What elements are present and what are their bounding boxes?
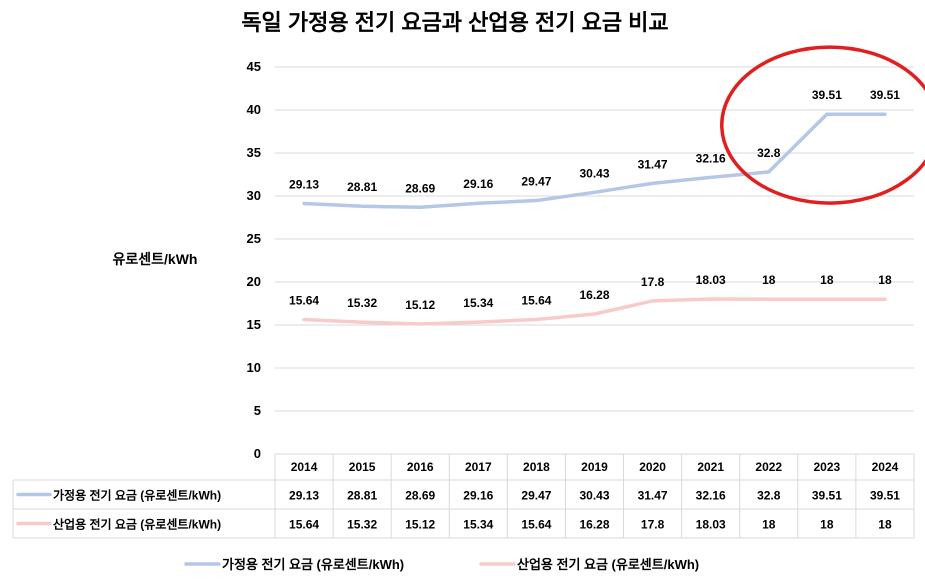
category-label: 2016 — [407, 460, 434, 474]
category-label: 2022 — [755, 460, 782, 474]
table-cell-s2: 18 — [762, 518, 776, 532]
data-label-s2: 15.12 — [405, 298, 435, 312]
chart-title: 독일 가정용 전기 요금과 산업용 전기 요금 비교 — [241, 10, 668, 35]
table-cell-s2: 15.34 — [463, 518, 493, 532]
data-label-s2: 18 — [878, 273, 892, 287]
table-cell-s1: 28.69 — [405, 489, 435, 503]
y-tick-label: 30 — [247, 188, 261, 203]
highlight-circle — [720, 45, 925, 205]
data-labels: 29.13 28.81 28.69 29.16 29.47 30.43 31.47 32.16… — [289, 88, 900, 312]
category-label: 2024 — [872, 460, 899, 474]
category-label: 2020 — [639, 460, 666, 474]
y-axis-label: 유로센트/kWh — [113, 251, 198, 267]
table-cell-s1: 29.47 — [521, 489, 551, 503]
data-label-s1: 30.43 — [579, 166, 609, 180]
data-label-s1: 29.13 — [289, 177, 319, 191]
y-tick-label: 5 — [254, 403, 261, 418]
table-cell-s1: 28.81 — [347, 489, 377, 503]
data-label-s2: 18.03 — [696, 273, 726, 287]
y-tick-label: 20 — [247, 274, 261, 289]
series-lines — [302, 112, 887, 326]
data-label-s2: 16.28 — [579, 288, 609, 302]
data-label-s1: 29.16 — [463, 177, 493, 191]
table-series-name-1: 가정용 전기 요금 (유로센트/kWh) — [53, 488, 221, 503]
data-table: 2014 2015 2016 2017 2018 2019 2020 2021 2022 2023… — [12, 454, 915, 539]
category-label: 2023 — [814, 460, 841, 474]
table-series-name-2: 산업용 전기 요금 (유로센트/kWh) — [53, 517, 221, 532]
table-cell-s1: 32.16 — [696, 489, 726, 503]
y-axis-ticks: 0 5 10 15 20 25 30 35 40 45 — [247, 59, 261, 461]
data-label-s2: 18 — [820, 273, 834, 287]
series-line-2 — [302, 297, 887, 326]
table-cell-s1: 31.47 — [638, 489, 668, 503]
table-cell-s2: 18 — [878, 518, 892, 532]
y-tick-label: 35 — [247, 145, 261, 160]
table-cell-s1: 32.8 — [757, 489, 781, 503]
category-label: 2018 — [523, 460, 550, 474]
legend-label-2: 산업용 전기 요금 (유로센트/kWh) — [517, 557, 699, 572]
data-label-s1: 32.16 — [696, 151, 726, 165]
category-label: 2019 — [581, 460, 608, 474]
category-label: 2017 — [465, 460, 492, 474]
legend-label-1: 가정용 전기 요금 (유로센트/kWh) — [222, 557, 404, 572]
series-line-1 — [302, 112, 887, 210]
category-label: 2015 — [349, 460, 376, 474]
table-cell-s2: 18.03 — [696, 518, 726, 532]
data-label-s2: 15.64 — [521, 293, 551, 307]
data-label-s2: 17.8 — [641, 275, 665, 289]
table-cell-s1: 29.13 — [289, 489, 319, 503]
data-label-s1: 28.69 — [405, 181, 435, 195]
data-label-s2: 15.64 — [289, 293, 319, 307]
category-label: 2014 — [291, 460, 318, 474]
table-cell-s2: 15.64 — [289, 518, 319, 532]
table-cell-s2: 15.64 — [521, 518, 551, 532]
data-label-s2: 15.34 — [463, 296, 493, 310]
table-cell-s2: 17.8 — [641, 518, 665, 532]
table-cell-s2: 15.32 — [347, 518, 377, 532]
table-cell-s2: 16.28 — [579, 518, 609, 532]
data-label-s1: 28.81 — [347, 180, 377, 194]
table-cell-s1: 39.51 — [870, 489, 900, 503]
legend: 가정용 전기 요금 (유로센트/kWh) 산업용 전기 요금 (유로센트/kWh) — [184, 557, 699, 572]
data-label-s1: 29.47 — [521, 175, 551, 189]
table-cell-s1: 29.16 — [463, 489, 493, 503]
y-tick-label: 40 — [247, 102, 261, 117]
y-tick-label: 45 — [247, 59, 261, 74]
table-cell-s1: 30.43 — [579, 489, 609, 503]
data-label-s2: 18 — [762, 273, 776, 287]
y-tick-label: 25 — [247, 231, 261, 246]
y-tick-label: 15 — [247, 317, 261, 332]
data-label-s1: 31.47 — [638, 157, 668, 171]
y-tick-label: 0 — [254, 446, 261, 461]
highlight-annotation — [720, 45, 925, 205]
data-label-s2: 15.32 — [347, 296, 377, 310]
table-cell-s2: 18 — [820, 518, 834, 532]
data-label-s1: 39.51 — [812, 88, 842, 102]
gridlines — [275, 66, 914, 455]
table-cell-s1: 39.51 — [812, 489, 842, 503]
y-tick-label: 10 — [247, 360, 261, 375]
table-cell-s2: 15.12 — [405, 518, 435, 532]
data-label-s1: 39.51 — [870, 88, 900, 102]
data-label-s1: 32.8 — [757, 146, 781, 160]
category-label: 2021 — [697, 460, 724, 474]
